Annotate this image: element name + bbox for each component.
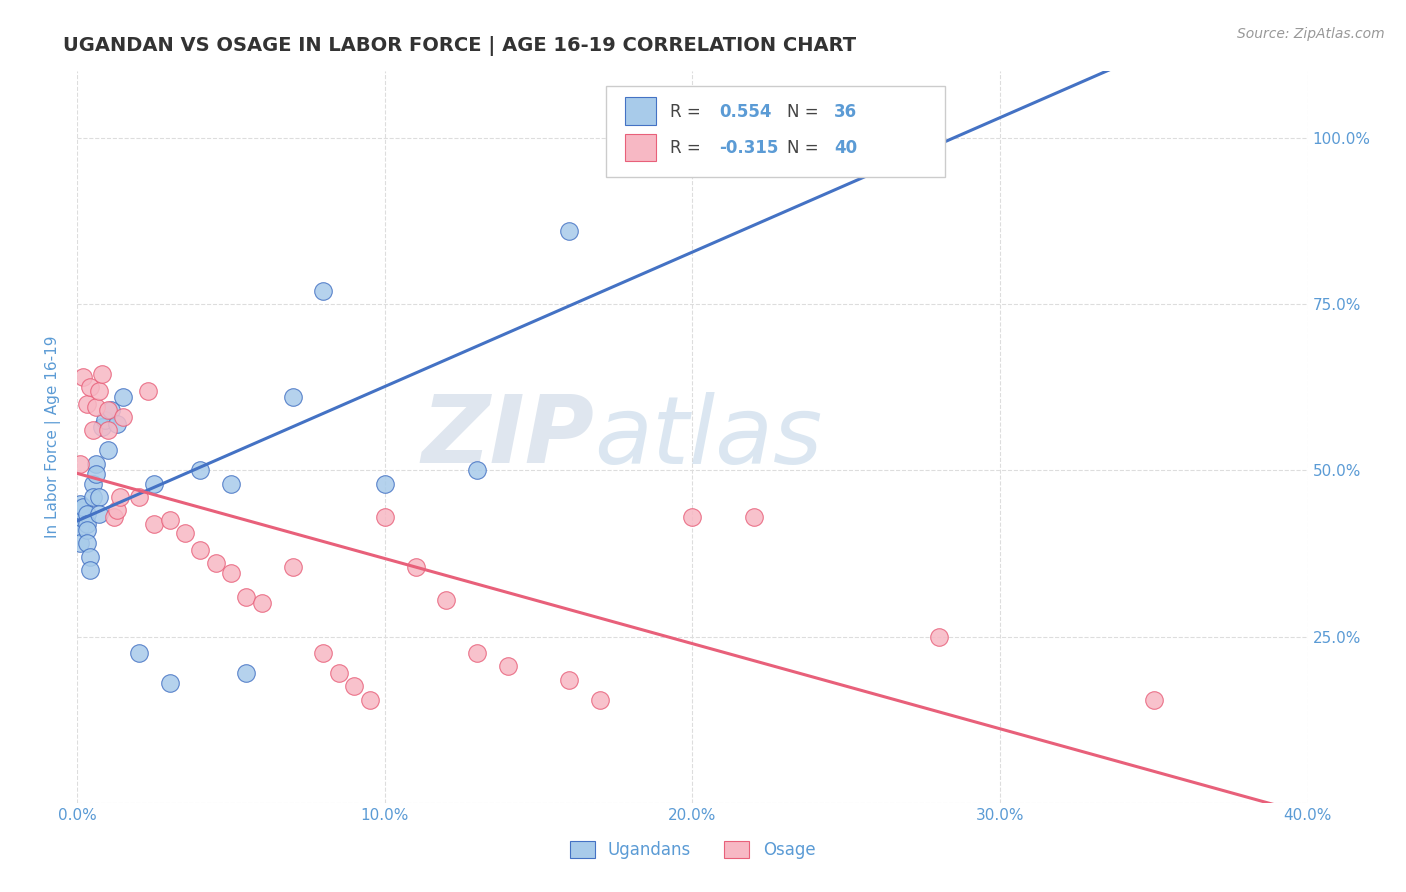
Point — [84, 467, 107, 481]
Point — [682, 509, 704, 524]
Point — [312, 646, 335, 660]
Point — [136, 384, 159, 398]
Point — [79, 563, 101, 577]
Point — [465, 463, 488, 477]
Legend: Ugandans, Osage: Ugandans, Osage — [561, 833, 824, 868]
Point — [79, 549, 101, 564]
Point — [69, 509, 91, 524]
Text: R =: R = — [671, 103, 706, 120]
Point — [76, 507, 98, 521]
Point — [97, 443, 120, 458]
Point — [84, 400, 107, 414]
Point — [72, 500, 94, 514]
Point — [69, 536, 91, 550]
Point — [76, 397, 98, 411]
Point — [188, 463, 212, 477]
Point — [97, 424, 120, 438]
Point — [112, 410, 135, 425]
Point — [69, 503, 91, 517]
Point — [281, 390, 304, 404]
Point — [69, 497, 91, 511]
Point — [128, 646, 150, 660]
Point — [112, 390, 135, 404]
Point — [79, 380, 101, 394]
Point — [742, 131, 765, 145]
Point — [72, 370, 94, 384]
Point — [204, 557, 226, 571]
Point — [110, 490, 132, 504]
Point — [188, 543, 212, 558]
Y-axis label: In Labor Force | Age 16-19: In Labor Force | Age 16-19 — [45, 335, 62, 539]
Text: -0.315: -0.315 — [720, 139, 779, 157]
Text: 40: 40 — [834, 139, 858, 157]
FancyBboxPatch shape — [606, 86, 945, 178]
Point — [76, 523, 98, 537]
Text: UGANDAN VS OSAGE IN LABOR FORCE | AGE 16-19 CORRELATION CHART: UGANDAN VS OSAGE IN LABOR FORCE | AGE 16… — [63, 36, 856, 55]
Point — [90, 420, 114, 434]
Point — [159, 513, 181, 527]
Point — [69, 457, 91, 471]
Point — [496, 659, 519, 673]
Point — [159, 676, 181, 690]
Point — [281, 559, 304, 574]
Point — [143, 516, 166, 531]
Text: Source: ZipAtlas.com: Source: ZipAtlas.com — [1237, 27, 1385, 41]
Point — [589, 692, 612, 706]
Point — [235, 590, 257, 604]
Point — [97, 403, 120, 417]
Point — [558, 673, 581, 687]
Point — [742, 509, 765, 524]
Text: 0.554: 0.554 — [720, 103, 772, 120]
Point — [87, 490, 110, 504]
Point — [100, 403, 122, 417]
Point — [343, 680, 366, 694]
Point — [143, 476, 166, 491]
Point — [1143, 692, 1166, 706]
Point — [174, 526, 197, 541]
Point — [128, 490, 150, 504]
Text: R =: R = — [671, 139, 706, 157]
Point — [76, 516, 98, 531]
Point — [82, 490, 104, 504]
Point — [76, 536, 98, 550]
Text: ZIP: ZIP — [422, 391, 595, 483]
Text: N =: N = — [787, 103, 824, 120]
Text: 36: 36 — [834, 103, 858, 120]
Point — [87, 384, 110, 398]
Point — [82, 424, 104, 438]
FancyBboxPatch shape — [624, 97, 655, 125]
Point — [219, 476, 242, 491]
Point — [235, 666, 257, 681]
Point — [94, 413, 117, 427]
Point — [374, 509, 396, 524]
Point — [90, 367, 114, 381]
Point — [312, 284, 335, 298]
Point — [928, 630, 950, 644]
Point — [84, 457, 107, 471]
Point — [250, 596, 273, 610]
Point — [436, 593, 458, 607]
Point — [69, 520, 91, 534]
Point — [405, 559, 427, 574]
Point — [219, 566, 242, 581]
Point — [87, 507, 110, 521]
Point — [82, 476, 104, 491]
Text: atlas: atlas — [595, 392, 823, 483]
Point — [103, 509, 125, 524]
Point — [558, 224, 581, 238]
Point — [359, 692, 381, 706]
Point — [105, 503, 128, 517]
Point — [328, 666, 350, 681]
Point — [105, 417, 128, 431]
Point — [465, 646, 488, 660]
FancyBboxPatch shape — [624, 134, 655, 161]
Point — [374, 476, 396, 491]
Text: N =: N = — [787, 139, 824, 157]
